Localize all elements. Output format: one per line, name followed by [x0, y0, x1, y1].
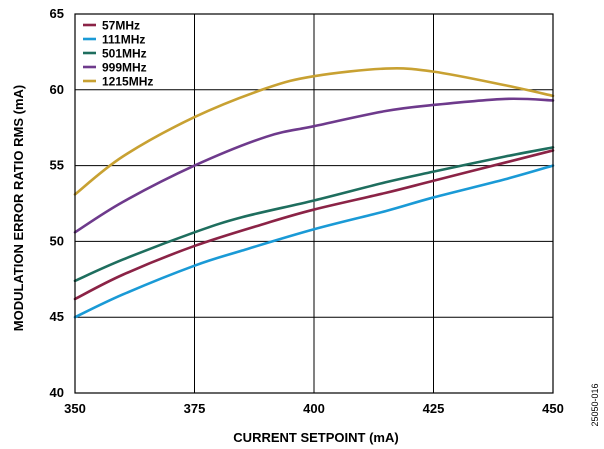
x-tick-label: 450 [542, 401, 564, 416]
legend-label: 1215MHz [102, 75, 153, 89]
x-axis-label: CURRENT SETPOINT (mA) [233, 430, 398, 445]
legend-label: 57MHz [102, 19, 140, 33]
legend-label: 999MHz [102, 61, 147, 75]
y-tick-label: 45 [50, 309, 64, 324]
y-tick-label: 40 [50, 385, 64, 400]
series-line-999mhz [73, 97, 555, 234]
x-tick-label: 350 [64, 401, 86, 416]
series-lines [73, 67, 555, 319]
x-tick-label: 375 [184, 401, 206, 416]
figure-id: 25050-016 [590, 383, 600, 426]
y-axis-label: MODULATION ERROR RATIO RMS (mA) [11, 85, 26, 332]
y-tick-labels: 40 45 50 55 60 65 [50, 6, 64, 400]
legend-label: 501MHz [102, 47, 147, 61]
x-tick-label: 400 [303, 401, 325, 416]
y-tick-label: 60 [50, 82, 64, 97]
y-tick-label: 55 [50, 158, 64, 173]
series-line-111mhz [73, 164, 555, 319]
series-line-501mhz [73, 146, 555, 283]
x-tick-labels: 350 375 400 425 450 [64, 401, 564, 416]
grid [74, 13, 554, 394]
series-line-1215mhz [73, 67, 555, 196]
legend-label: 111MHz [102, 33, 145, 47]
plot-frame [74, 13, 554, 394]
y-tick-label: 50 [50, 233, 64, 248]
y-tick-label: 65 [50, 6, 64, 21]
x-tick-label: 425 [423, 401, 445, 416]
series-line-57mhz [73, 149, 555, 301]
